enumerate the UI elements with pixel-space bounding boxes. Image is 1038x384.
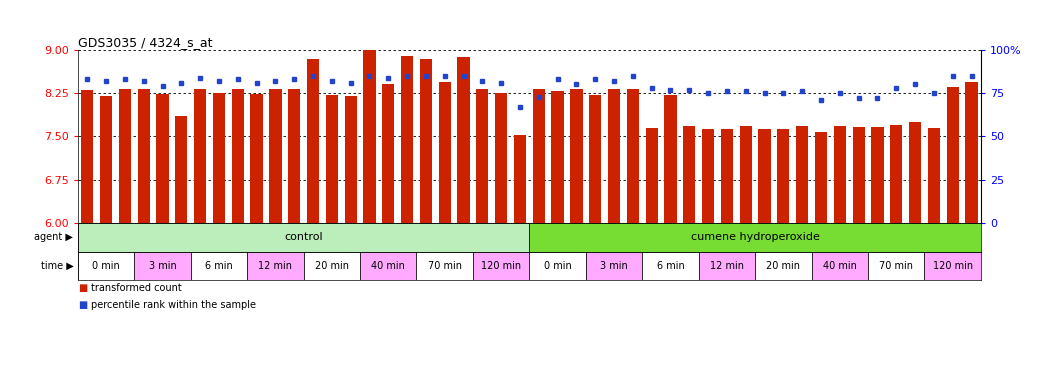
- Bar: [777, 129, 790, 223]
- FancyBboxPatch shape: [360, 252, 416, 280]
- Bar: [834, 126, 846, 223]
- Text: 120 min: 120 min: [932, 261, 973, 271]
- FancyBboxPatch shape: [78, 223, 529, 252]
- Text: transformed count: transformed count: [91, 283, 182, 293]
- Bar: [250, 94, 263, 223]
- FancyBboxPatch shape: [699, 252, 755, 280]
- Bar: [740, 126, 752, 223]
- Bar: [118, 88, 131, 223]
- Text: 20 min: 20 min: [315, 261, 349, 271]
- Bar: [965, 82, 978, 223]
- Bar: [702, 129, 714, 223]
- Bar: [759, 129, 770, 223]
- Bar: [608, 89, 620, 223]
- FancyBboxPatch shape: [925, 252, 981, 280]
- Bar: [307, 58, 319, 223]
- FancyBboxPatch shape: [303, 252, 360, 280]
- Bar: [213, 93, 225, 223]
- Text: 3 min: 3 min: [600, 261, 628, 271]
- Bar: [100, 96, 112, 223]
- Bar: [646, 127, 658, 223]
- Text: 0 min: 0 min: [92, 261, 120, 271]
- Text: 0 min: 0 min: [544, 261, 572, 271]
- Bar: [289, 88, 300, 223]
- Bar: [138, 89, 149, 223]
- FancyBboxPatch shape: [643, 252, 699, 280]
- Bar: [401, 56, 413, 223]
- Bar: [570, 88, 582, 223]
- Bar: [175, 116, 188, 223]
- Bar: [590, 95, 601, 223]
- Bar: [871, 127, 883, 223]
- FancyBboxPatch shape: [78, 252, 134, 280]
- Text: 12 min: 12 min: [710, 261, 744, 271]
- Text: ■: ■: [78, 300, 87, 310]
- Text: agent ▶: agent ▶: [34, 232, 74, 242]
- Bar: [514, 135, 526, 223]
- Text: 70 min: 70 min: [879, 261, 913, 271]
- Bar: [439, 82, 450, 223]
- FancyBboxPatch shape: [812, 252, 868, 280]
- Bar: [891, 125, 902, 223]
- FancyBboxPatch shape: [473, 252, 529, 280]
- Bar: [345, 96, 357, 223]
- Bar: [852, 127, 865, 223]
- Bar: [81, 89, 93, 223]
- Bar: [157, 94, 168, 223]
- Bar: [909, 122, 921, 223]
- Bar: [382, 84, 394, 223]
- FancyBboxPatch shape: [247, 252, 303, 280]
- FancyBboxPatch shape: [191, 252, 247, 280]
- Bar: [458, 57, 469, 223]
- Text: percentile rank within the sample: percentile rank within the sample: [91, 300, 256, 310]
- Bar: [326, 95, 338, 223]
- Bar: [194, 88, 207, 223]
- Bar: [495, 93, 508, 223]
- FancyBboxPatch shape: [529, 252, 585, 280]
- Text: 6 min: 6 min: [657, 261, 684, 271]
- Text: 6 min: 6 min: [206, 261, 233, 271]
- Text: control: control: [284, 232, 323, 242]
- Bar: [363, 50, 376, 223]
- Text: 20 min: 20 min: [766, 261, 800, 271]
- FancyBboxPatch shape: [529, 223, 981, 252]
- Text: 40 min: 40 min: [823, 261, 856, 271]
- Bar: [928, 128, 940, 223]
- Text: GDS3035 / 4324_s_at: GDS3035 / 4324_s_at: [78, 36, 213, 49]
- Text: 70 min: 70 min: [428, 261, 462, 271]
- Bar: [231, 89, 244, 223]
- Bar: [419, 59, 432, 223]
- FancyBboxPatch shape: [134, 252, 191, 280]
- Bar: [627, 88, 639, 223]
- Bar: [664, 95, 677, 223]
- Text: ■: ■: [78, 283, 87, 293]
- Text: cumene hydroperoxide: cumene hydroperoxide: [690, 232, 820, 242]
- Bar: [947, 88, 959, 223]
- FancyBboxPatch shape: [868, 252, 925, 280]
- Bar: [683, 126, 695, 223]
- Text: 120 min: 120 min: [481, 261, 521, 271]
- Bar: [815, 132, 827, 223]
- Text: 40 min: 40 min: [372, 261, 405, 271]
- Bar: [476, 88, 489, 223]
- FancyBboxPatch shape: [755, 252, 812, 280]
- Bar: [796, 126, 809, 223]
- Text: time ▶: time ▶: [40, 261, 74, 271]
- Bar: [720, 129, 733, 223]
- FancyBboxPatch shape: [585, 252, 643, 280]
- Bar: [551, 91, 564, 223]
- FancyBboxPatch shape: [416, 252, 473, 280]
- Text: 12 min: 12 min: [258, 261, 293, 271]
- Bar: [269, 88, 281, 223]
- Text: 3 min: 3 min: [148, 261, 176, 271]
- Bar: [532, 89, 545, 223]
